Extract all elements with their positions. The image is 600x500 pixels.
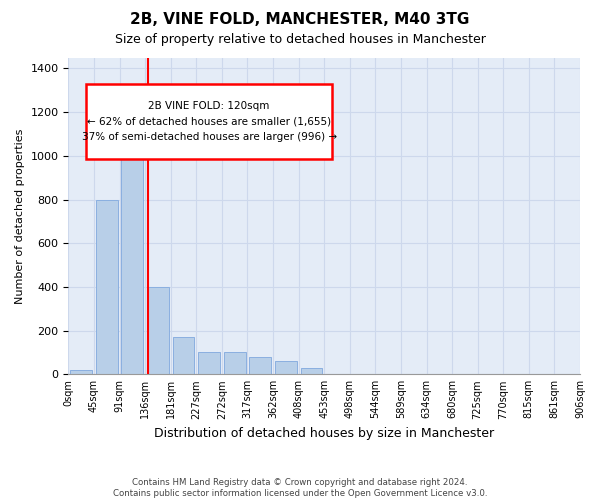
Bar — [70, 370, 92, 374]
Bar — [224, 352, 245, 374]
Bar — [250, 357, 271, 374]
Bar — [96, 200, 118, 374]
Text: 2B, VINE FOLD, MANCHESTER, M40 3TG: 2B, VINE FOLD, MANCHESTER, M40 3TG — [130, 12, 470, 28]
Text: Contains HM Land Registry data © Crown copyright and database right 2024.
Contai: Contains HM Land Registry data © Crown c… — [113, 478, 487, 498]
Bar — [301, 368, 322, 374]
X-axis label: Distribution of detached houses by size in Manchester: Distribution of detached houses by size … — [154, 427, 494, 440]
Text: Size of property relative to detached houses in Manchester: Size of property relative to detached ho… — [115, 32, 485, 46]
Bar — [121, 142, 143, 374]
FancyBboxPatch shape — [86, 84, 332, 159]
Bar — [198, 352, 220, 374]
Text: 2B VINE FOLD: 120sqm
← 62% of detached houses are smaller (1,655)
37% of semi-de: 2B VINE FOLD: 120sqm ← 62% of detached h… — [82, 101, 337, 142]
Bar — [275, 361, 297, 374]
Bar — [173, 337, 194, 374]
Bar — [147, 287, 169, 374]
Y-axis label: Number of detached properties: Number of detached properties — [15, 128, 25, 304]
